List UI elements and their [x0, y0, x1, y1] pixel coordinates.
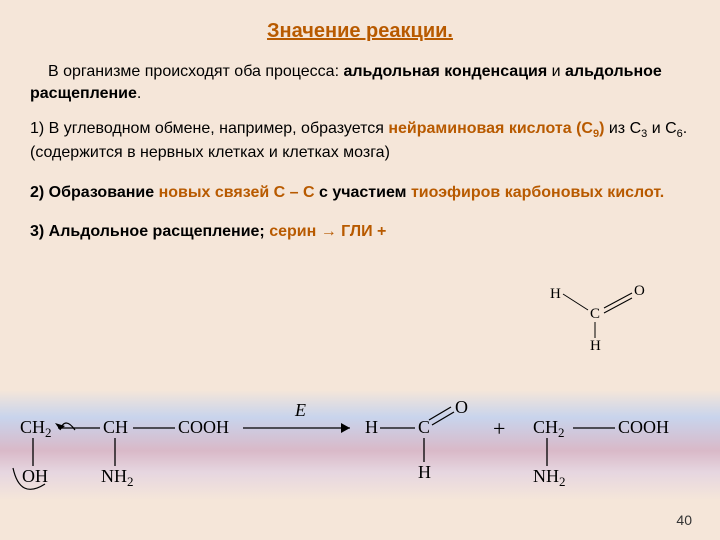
reaction-svg: CH2 CH COOH OH NH2 E H C O H [15, 398, 705, 503]
atom: COOH [618, 417, 669, 437]
text: из С [604, 120, 641, 137]
text: и С [647, 120, 676, 137]
text: и [547, 63, 565, 80]
term-condensation: альдольная конденсация [343, 63, 547, 80]
term-thioesters: тиоэфиров карбоновых кислот. [411, 184, 664, 201]
atom: H [418, 462, 431, 482]
text: . [137, 85, 141, 102]
atom: H [365, 417, 378, 437]
atom: O [455, 397, 468, 417]
text: 1) В углеводном обмене, например, образу… [30, 120, 388, 137]
text: 2) Образование [30, 184, 159, 201]
term-neuraminic: нейраминовая кислота (С [388, 120, 593, 137]
item-2: 2) Образование новых связей С – С с учас… [30, 182, 690, 204]
item-1: 1) В углеводном обмене, например, образу… [30, 118, 690, 164]
molecule-svg: H C O H [540, 280, 650, 350]
text: 3) Альдольное расщепление; [30, 223, 269, 240]
atom: COOH [178, 417, 229, 437]
atom: OH [22, 466, 48, 486]
reaction-scheme: CH2 CH COOH OH NH2 E H C O H [15, 398, 705, 508]
arrowhead-icon [341, 423, 350, 433]
bond [432, 412, 454, 425]
atom-o: O [634, 283, 645, 299]
atom: CH2 [533, 417, 565, 440]
atom: NH2 [533, 466, 566, 489]
bond [563, 294, 588, 310]
slide-page: Значение реакции. В организме происходят… [0, 0, 720, 540]
plus-sign: + [493, 416, 505, 441]
bond [429, 407, 451, 420]
atom: CH [103, 417, 128, 437]
formaldehyde-structure: H C O H [540, 280, 650, 355]
enzyme-label: E [294, 400, 306, 420]
atom-h: H [590, 338, 601, 354]
text: с участием [315, 184, 411, 201]
term-serine: серин [269, 223, 321, 240]
page-title: Значение реакции. [30, 20, 690, 43]
page-number: 40 [676, 512, 692, 528]
atom: NH2 [101, 466, 134, 489]
atom-c: C [590, 306, 600, 322]
text: В организме происходят оба процесса: [48, 63, 343, 80]
term-new-bonds: новых связей С – С [159, 184, 315, 201]
item-3: 3) Альдольное расщепление; серин → ГЛИ + [30, 221, 690, 243]
atom: C [418, 417, 430, 437]
term-gly: ГЛИ + [337, 223, 387, 240]
arrow-icon: → [321, 223, 337, 240]
atom-h: H [550, 286, 561, 302]
atom: CH2 [20, 417, 52, 440]
intro-paragraph: В организме происходят оба процесса: аль… [30, 61, 690, 104]
